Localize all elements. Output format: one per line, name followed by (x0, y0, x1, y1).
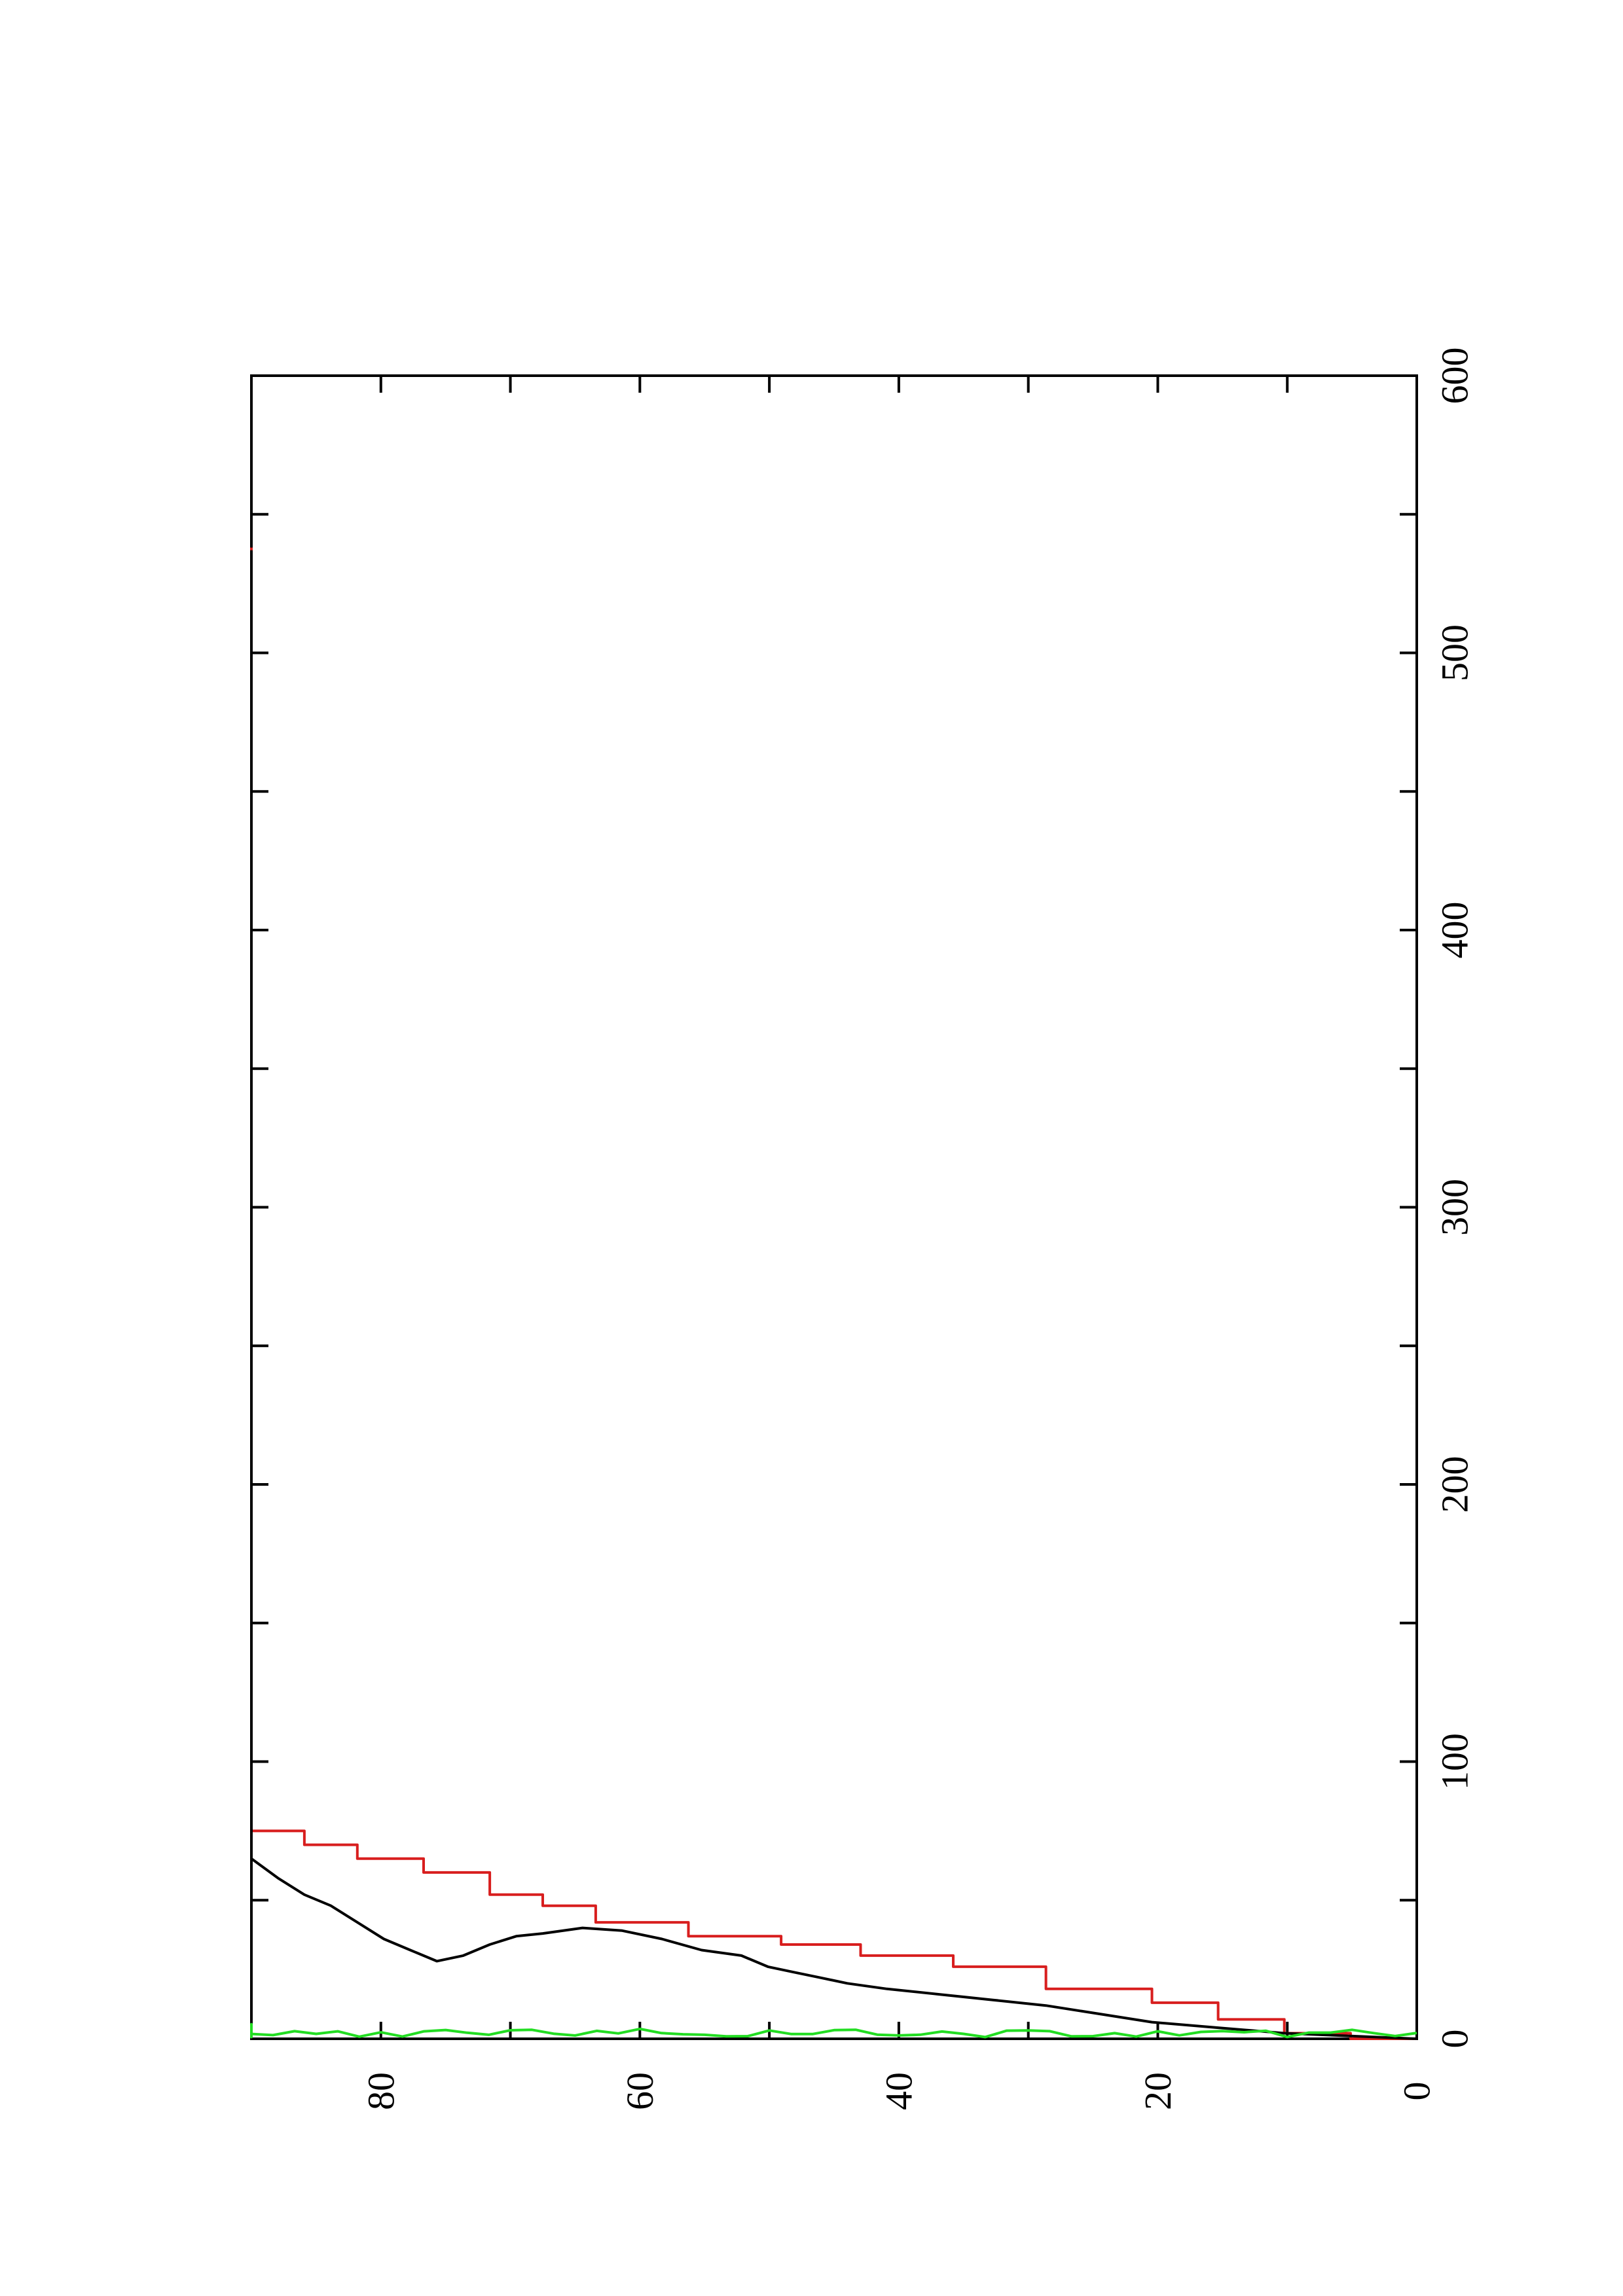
axis-ticks (250, 374, 1418, 2040)
plot-frame (250, 374, 1418, 2040)
series-line-2 (250, 550, 1417, 2040)
axis-tick-labels: 0 100 200 300 400 500 600 0 20 40 60 80 (359, 348, 1476, 2111)
x-tick-label: 100 (1434, 1733, 1476, 1790)
data-series (250, 547, 1417, 2040)
x-tick-label: 600 (1434, 348, 1476, 404)
x-tick-label: 400 (1434, 902, 1476, 959)
y-tick-label: 0 (1396, 2082, 1438, 2101)
series-line-1 (250, 547, 1417, 2040)
y-tick-label: 40 (877, 2072, 920, 2110)
x-tick-label: 300 (1434, 1179, 1476, 1236)
y-tick-label: 80 (359, 2072, 402, 2110)
series-line-3 (250, 2022, 1417, 2039)
y-tick-label: 60 (619, 2072, 661, 2110)
y-tick-label: 20 (1137, 2072, 1179, 2110)
x-tick-label: 500 (1434, 624, 1476, 681)
x-tick-label: 0 (1434, 2030, 1476, 2049)
x-tick-label: 200 (1434, 1456, 1476, 1513)
